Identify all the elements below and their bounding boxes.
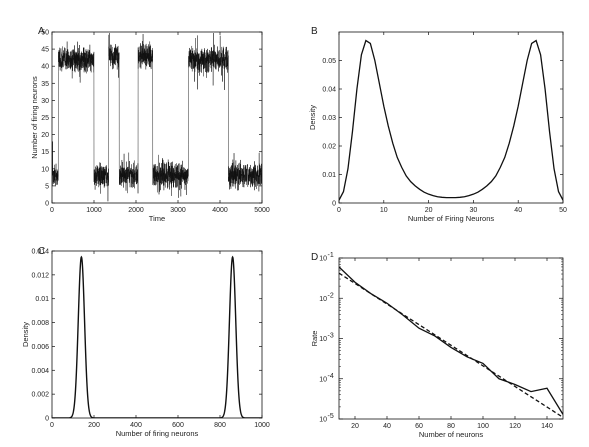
x-axis-label-d: Number of neurons (419, 430, 483, 439)
y-tick-label: 10 (41, 166, 49, 173)
y-tick-label: 0.014 (31, 249, 49, 256)
plot-area-a (52, 32, 262, 202)
x-tick-label: 0 (50, 422, 54, 429)
axes-frame-d (338, 257, 564, 420)
panel-letter-b: B (311, 26, 318, 37)
y-tick-exponent: -4 (328, 373, 334, 380)
x-tick-label: 1000 (86, 207, 102, 214)
x-tick-label: 400 (130, 422, 142, 429)
y-tick-label: 10 (319, 296, 327, 303)
plot-area-d (339, 266, 563, 418)
x-tick-label: 40 (383, 423, 391, 430)
x-tick-label: 10 (380, 207, 388, 214)
x-tick-label: 100 (477, 423, 489, 430)
y-tick-label: 40 (41, 64, 49, 71)
series-line-a (52, 32, 262, 202)
y-tick-label: 0 (45, 416, 49, 423)
y-tick-label: 0.01 (35, 296, 49, 303)
y-tick-label: 35 (41, 81, 49, 88)
x-axis-label-a: Time (149, 214, 165, 223)
x-tick-label: 80 (447, 423, 455, 430)
y-axis-label-d: Rate (310, 331, 319, 347)
axes-frame-b (338, 31, 564, 204)
y-tick-label: 0.01 (322, 172, 336, 179)
y-tick-label: 20 (41, 132, 49, 139)
x-tick-label: 2000 (128, 207, 144, 214)
y-tick-label: 50 (41, 30, 49, 37)
y-tick-label: 0.05 (322, 58, 336, 65)
x-tick-label: 0 (337, 207, 341, 214)
panel-letter-d: D (311, 252, 318, 263)
y-tick-label: 0.04 (322, 87, 336, 94)
y-tick-label: 0.02 (322, 144, 336, 151)
y-tick-label: 5 (45, 183, 49, 190)
x-tick-label: 5000 (254, 207, 270, 214)
x-tick-label: 1000 (254, 422, 270, 429)
x-axis-label-c: Number of firing neurons (116, 429, 199, 438)
y-tick-exponent: -5 (328, 413, 334, 420)
y-tick-label: 10 (319, 376, 327, 383)
x-tick-label: 3000 (170, 207, 186, 214)
plot-area-b (339, 39, 563, 201)
series-line-c (52, 255, 262, 418)
y-tick-label: 30 (41, 98, 49, 105)
y-tick-label: 15 (41, 149, 49, 156)
plot-area-c (52, 255, 262, 418)
x-tick-label: 30 (470, 207, 478, 214)
x-axis-label-b: Number of Firing Neurons (408, 214, 495, 223)
panel-letter-c: C (38, 246, 45, 257)
panel-letter-a: A (38, 26, 45, 37)
x-tick-label: 60 (415, 423, 423, 430)
series-line-d-2 (339, 272, 563, 418)
y-tick-label: 10 (319, 417, 327, 424)
x-tick-label: 0 (50, 207, 54, 214)
x-tick-label: 800 (214, 422, 226, 429)
series-line-b-1 (339, 39, 563, 201)
y-tick-exponent: -2 (328, 292, 334, 299)
y-tick-label: 0.004 (31, 368, 49, 375)
x-tick-label: 50 (559, 207, 567, 214)
y-tick-label: 0.012 (31, 272, 49, 279)
y-tick-label: 0.006 (31, 344, 49, 351)
series-line-d-1 (339, 266, 563, 415)
y-axis-label-a: Number of firing neurons (30, 76, 39, 159)
y-tick-label: 25 (41, 115, 49, 122)
x-tick-label: 200 (88, 422, 100, 429)
y-tick-label: 0.008 (31, 320, 49, 327)
y-tick-exponent: -3 (328, 333, 334, 340)
y-tick-label: 0 (45, 201, 49, 208)
x-tick-label: 4000 (212, 207, 228, 214)
y-tick-label: 0.002 (31, 392, 49, 399)
y-tick-label: 10 (319, 336, 327, 343)
axes-frame-c (51, 250, 263, 419)
x-tick-label: 600 (172, 422, 184, 429)
y-tick-label: 0 (332, 201, 336, 208)
y-tick-label: 45 (41, 47, 49, 54)
x-tick-label: 140 (541, 423, 553, 430)
y-tick-label: 10 (319, 256, 327, 263)
x-tick-label: 20 (425, 207, 433, 214)
x-tick-label: 20 (351, 423, 359, 430)
x-tick-label: 120 (509, 423, 521, 430)
y-tick-exponent: -1 (328, 252, 334, 259)
x-tick-label: 40 (514, 207, 522, 214)
y-axis-label-c: Density (21, 322, 30, 347)
y-tick-label: 0.03 (322, 115, 336, 122)
y-axis-label-b: Density (308, 105, 317, 130)
